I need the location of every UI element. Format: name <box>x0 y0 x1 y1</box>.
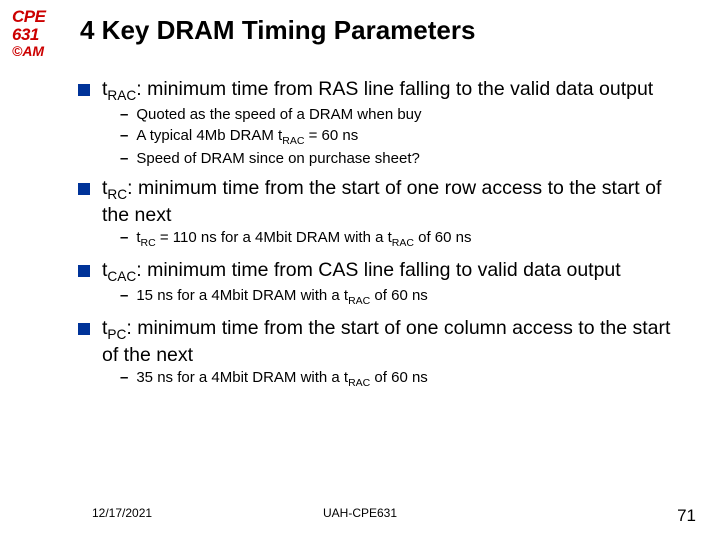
footer: 12/17/2021 UAH-CPE631 71 <box>0 506 720 526</box>
logo-line3: ©AM <box>12 44 58 59</box>
sub-bullet-list: –15 ns for a 4Mbit DRAM with a tRAC of 6… <box>120 286 692 309</box>
logo-line2: 631 <box>12 26 58 44</box>
slide: CPE 631 ©AM 4 Key DRAM Timing Parameters… <box>0 0 720 540</box>
square-bullet-icon <box>78 265 90 277</box>
bullet-item: tPC: minimum time from the start of one … <box>78 316 692 368</box>
content-area: tRAC: minimum time from RAS line falling… <box>78 70 692 391</box>
sub-bullet-item: –Quoted as the speed of a DRAM when buy <box>120 105 692 125</box>
sub-bullet-text: A typical 4Mb DRAM tRAC = 60 ns <box>136 126 358 149</box>
square-bullet-icon <box>78 183 90 195</box>
sub-bullet-item: –tRC = 110 ns for a 4Mbit DRAM with a tR… <box>120 228 692 251</box>
sub-bullet-text: 35 ns for a 4Mbit DRAM with a tRAC of 60… <box>136 368 427 391</box>
logo-line1: CPE <box>12 8 58 26</box>
course-logo: CPE 631 ©AM <box>12 8 58 58</box>
bullet-item: tRAC: minimum time from RAS line falling… <box>78 77 692 104</box>
dash-icon: – <box>120 149 128 169</box>
sub-bullet-text: tRC = 110 ns for a 4Mbit DRAM with a tRA… <box>136 228 471 251</box>
bullet-item: tRC: minimum time from the start of one … <box>78 176 692 228</box>
bullet-item: tCAC: minimum time from CAS line falling… <box>78 258 692 285</box>
dash-icon: – <box>120 105 128 125</box>
square-bullet-icon <box>78 323 90 335</box>
sub-bullet-list: –tRC = 110 ns for a 4Mbit DRAM with a tR… <box>120 228 692 251</box>
bullet-text: tPC: minimum time from the start of one … <box>102 316 692 368</box>
sub-bullet-text: Quoted as the speed of a DRAM when buy <box>136 105 421 125</box>
footer-center: UAH-CPE631 <box>0 506 720 520</box>
bullet-text: tCAC: minimum time from CAS line falling… <box>102 258 621 285</box>
sub-bullet-list: –35 ns for a 4Mbit DRAM with a tRAC of 6… <box>120 368 692 391</box>
dash-icon: – <box>120 368 128 388</box>
dash-icon: – <box>120 286 128 306</box>
sub-bullet-item: –A typical 4Mb DRAM tRAC = 60 ns <box>120 126 692 149</box>
sub-bullet-item: –Speed of DRAM since on purchase sheet? <box>120 149 692 169</box>
bullet-text: tRC: minimum time from the start of one … <box>102 176 692 228</box>
sub-bullet-item: –15 ns for a 4Mbit DRAM with a tRAC of 6… <box>120 286 692 309</box>
sub-bullet-list: –Quoted as the speed of a DRAM when buy–… <box>120 105 692 169</box>
sub-bullet-text: Speed of DRAM since on purchase sheet? <box>136 149 420 169</box>
dash-icon: – <box>120 228 128 248</box>
dash-icon: – <box>120 126 128 146</box>
footer-page: 71 <box>677 506 696 526</box>
square-bullet-icon <box>78 84 90 96</box>
slide-title: 4 Key DRAM Timing Parameters <box>80 15 475 46</box>
sub-bullet-item: –35 ns for a 4Mbit DRAM with a tRAC of 6… <box>120 368 692 391</box>
sub-bullet-text: 15 ns for a 4Mbit DRAM with a tRAC of 60… <box>136 286 427 309</box>
bullet-text: tRAC: minimum time from RAS line falling… <box>102 77 653 104</box>
